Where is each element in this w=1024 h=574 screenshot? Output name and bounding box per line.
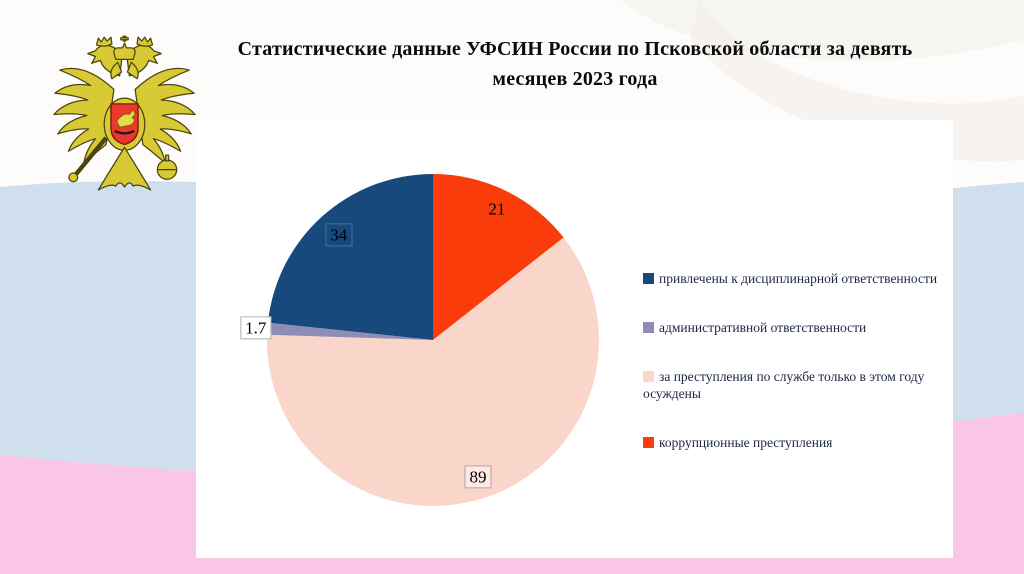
pie-slice-disciplinary — [267, 174, 433, 340]
legend-swatch-administrative — [643, 322, 654, 333]
chart-panel: 21 89 1.7 34 привлечены к дисциплинарной от… — [196, 120, 953, 558]
russia-coat-of-arms — [52, 33, 197, 197]
pie-label-disciplinary: 34 — [325, 223, 353, 247]
legend-label-disciplinary: привлечены к дисциплинарной ответственно… — [659, 271, 938, 286]
chart-legend: привлечены к дисциплинарной ответственно… — [643, 270, 945, 483]
legend-item-administrative: административной ответственности — [643, 319, 945, 336]
legend-item-corruption-crimes: коррупционные преступления — [643, 434, 945, 451]
legend-swatch-corruption-crimes — [643, 437, 654, 448]
eagle-shield-icon — [110, 103, 139, 146]
pie-slice-corruption-crimes — [433, 174, 564, 340]
pie-slice-administrative — [267, 322, 433, 340]
legend-swatch-service-crimes-convicted — [643, 371, 654, 382]
legend-swatch-disciplinary — [643, 273, 654, 284]
legend-item-service-crimes-convicted: за преступления по службе только в этом … — [643, 368, 945, 402]
eagle-icon — [53, 35, 196, 191]
slide-title-line-2: месяцев 2023 года — [492, 68, 658, 90]
pie-label-service-crimes-convicted: 89 — [464, 465, 492, 489]
pie-label-corruption-crimes: 21 — [488, 199, 506, 219]
legend-label-corruption-crimes: коррупционные преступления — [659, 435, 833, 450]
background-swirl — [620, 0, 1024, 61]
legend-label-service-crimes-convicted: за преступления по службе только в этом … — [643, 369, 925, 401]
legend-label-administrative: административной ответственности — [659, 320, 867, 335]
legend-item-disciplinary: привлечены к дисциплинарной ответственно… — [643, 270, 945, 287]
slide-title: Статистические данные УФСИН России по Пс… — [186, 34, 964, 94]
pie-slice-service-crimes-convicted — [266, 237, 599, 506]
slide-title-line-1: Статистические данные УФСИН России по Пс… — [237, 38, 913, 60]
pie-chart — [266, 174, 599, 506]
pie-label-administrative: 1.7 — [240, 316, 272, 340]
